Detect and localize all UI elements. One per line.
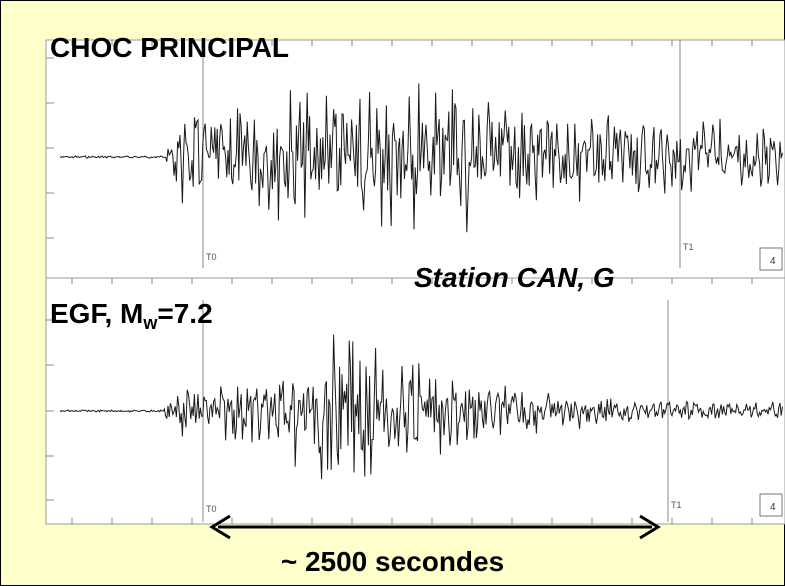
bottom-t0-label: T0 — [206, 504, 217, 514]
duration-label: ~ 2500 secondes — [280, 546, 505, 577]
top-seismogram-trace — [59, 83, 783, 233]
bottom-scale-box — [759, 493, 783, 517]
bottom-seismogram-trace — [59, 334, 783, 480]
top-t1-label: T1 — [683, 242, 694, 252]
egf-label: EGF, Mw=7.2 — [50, 298, 213, 334]
main-shock-label: CHOC PRINCIPAL — [50, 32, 290, 63]
egf-label-sub: w — [143, 313, 158, 333]
top-scale-box-label: 4 — [770, 256, 776, 267]
tick-marks — [46, 40, 753, 524]
egf-label-suffix: =7.2 — [157, 298, 213, 329]
top-scale-box — [759, 247, 783, 271]
station-label: Station CAN, G — [414, 262, 615, 293]
top-t0-label: T0 — [206, 252, 217, 262]
bottom-t1-label: T1 — [671, 500, 682, 510]
duration-arrow — [209, 514, 661, 540]
egf-label-prefix: EGF, M — [50, 298, 144, 329]
bottom-panel-frame — [45, 277, 785, 525]
bottom-scale-box-label: 4 — [770, 502, 776, 513]
